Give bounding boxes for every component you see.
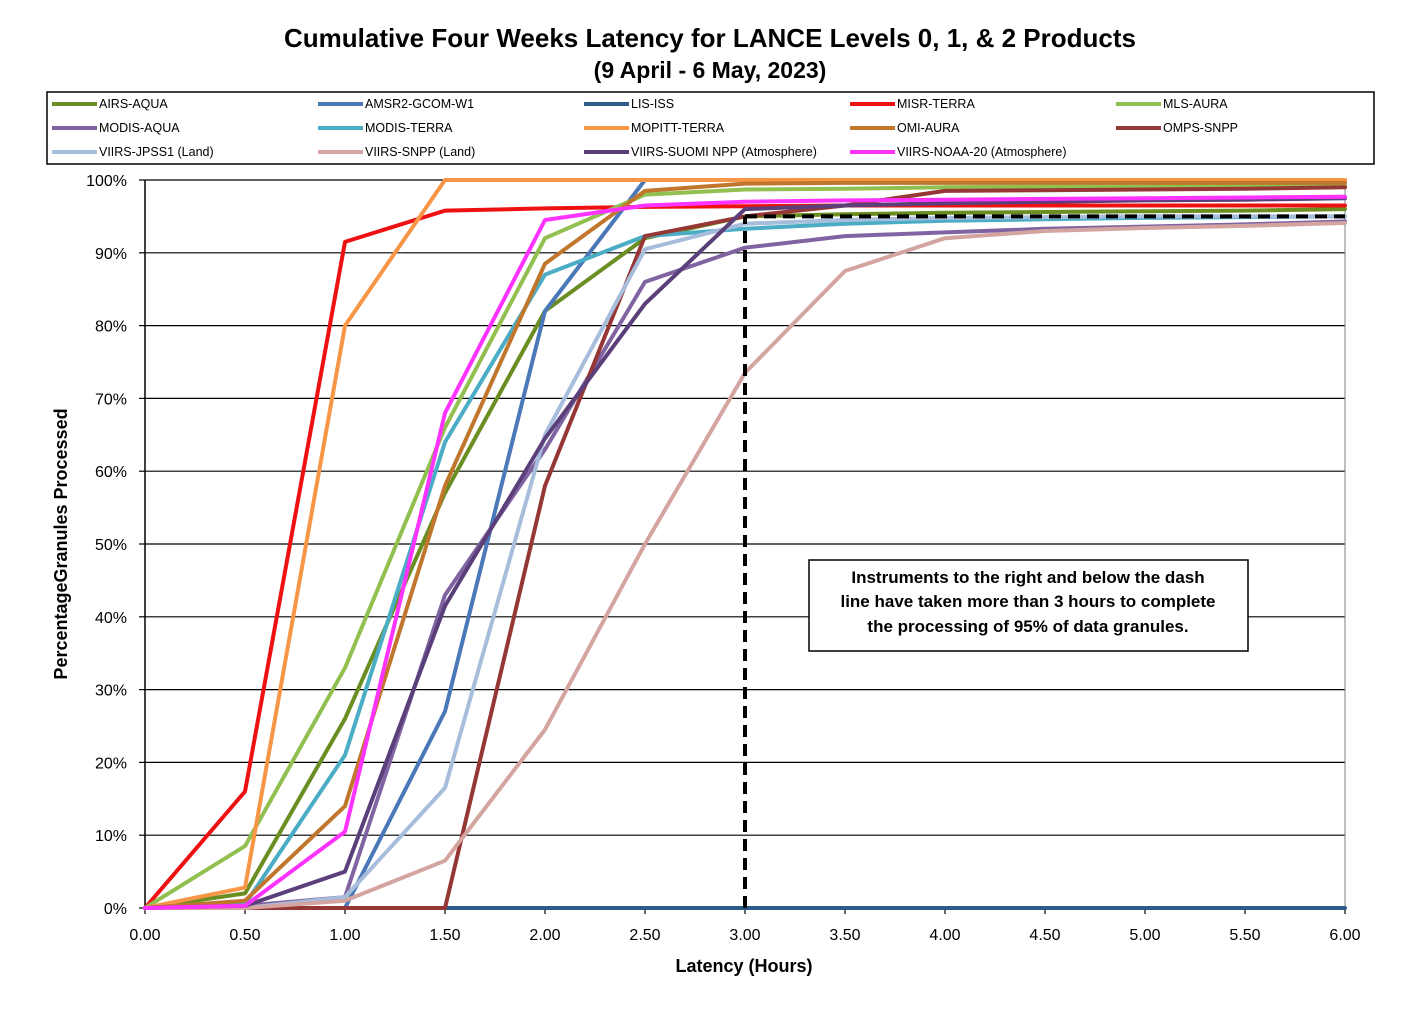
legend-item: OMI-AURA <box>850 121 960 135</box>
y-tick-label: 90% <box>95 246 127 263</box>
series-line-mopitt-terra <box>143 178 1347 910</box>
x-tick-label: 3.00 <box>729 927 760 944</box>
legend-label: OMPS-SNPP <box>1163 121 1238 135</box>
x-axis-label: Latency (Hours) <box>675 956 812 976</box>
annotation-box: Instruments to the right and below the d… <box>808 559 1249 652</box>
series-line-omi-aura <box>143 180 1347 910</box>
y-tick-label: 10% <box>95 828 127 845</box>
chart-series <box>143 178 1347 910</box>
series-line-viirs-noaa-20-atmosphere <box>143 194 1347 910</box>
y-tick-label: 70% <box>95 391 127 408</box>
x-tick-label: 2.00 <box>529 927 560 944</box>
y-axis-label: PercentageGranules Processed <box>51 408 71 679</box>
x-tick-label: 5.00 <box>1129 927 1160 944</box>
y-tick-label: 80% <box>95 319 127 336</box>
chart-subtitle: (9 April - 6 May, 2023) <box>594 57 827 83</box>
legend-label: AIRS-AQUA <box>99 97 168 111</box>
series-line-mls-aura <box>143 183 1347 910</box>
x-tick-label: 4.50 <box>1029 927 1060 944</box>
legend-label: VIIRS-NOAA-20 (Atmosphere) <box>897 145 1067 159</box>
annotation-line-3: the processing of 95% of data granules. <box>867 617 1188 636</box>
series-line-viirs-suomi-npp-atmosphere <box>143 196 1347 910</box>
legend-label: MODIS-TERRA <box>365 121 453 135</box>
legend-item: MODIS-TERRA <box>318 121 453 135</box>
legend-label: VIIRS-JPSS1 (Land) <box>99 145 214 159</box>
y-tick-label: 50% <box>95 537 127 554</box>
legend-label: VIIRS-SNPP (Land) <box>365 145 475 159</box>
legend-item: MODIS-AQUA <box>52 121 180 135</box>
x-tick-label: 6.00 <box>1329 927 1360 944</box>
legend-label: MISR-TERRA <box>897 97 975 111</box>
legend-label: MOPITT-TERRA <box>631 121 725 135</box>
legend-item: MISR-TERRA <box>850 97 975 111</box>
series-line-misr-terra <box>143 203 1347 910</box>
threshold-dash-line <box>743 214 1345 908</box>
legend-item: VIIRS-NOAA-20 (Atmosphere) <box>850 145 1067 159</box>
legend-label: OMI-AURA <box>897 121 960 135</box>
chart-legend: AIRS-AQUA AMSR2-GCOM-W1 LIS-ISS MISR-TERRA M… <box>46 91 1375 165</box>
chart-title: Cumulative Four Weeks Latency for LANCE … <box>284 23 1136 53</box>
x-tick-label: 3.50 <box>829 927 860 944</box>
legend-label: MODIS-AQUA <box>99 121 180 135</box>
annotation-line-1: Instruments to the right and below the d… <box>851 568 1204 587</box>
x-tick-label: 2.50 <box>629 927 660 944</box>
legend-label: VIIRS-SUOMI NPP (Atmosphere) <box>631 145 817 159</box>
chart-axes: 0% 10% 20% 30% 40% 50% 60% 70% 80% 90% 100% 0.00 0.5… <box>86 173 1361 944</box>
legend-item: LIS-ISS <box>584 97 674 111</box>
legend-item: MLS-AURA <box>1116 97 1228 111</box>
x-tick-label: 1.00 <box>329 927 360 944</box>
legend-label: MLS-AURA <box>1163 97 1228 111</box>
x-tick-label: 0.50 <box>229 927 260 944</box>
legend-item: VIIRS-SNPP (Land) <box>318 145 475 159</box>
y-tick-label: 40% <box>95 610 127 627</box>
y-tick-label: 20% <box>95 755 127 772</box>
x-tick-label: 4.00 <box>929 927 960 944</box>
x-tick-label: 5.50 <box>1229 927 1260 944</box>
annotation-frame <box>808 559 1249 652</box>
legend-item: AIRS-AQUA <box>52 97 168 111</box>
legend-label: LIS-ISS <box>631 97 674 111</box>
annotation-line-2: line have taken more than 3 hours to com… <box>840 592 1215 611</box>
legend-item: MOPITT-TERRA <box>584 121 725 135</box>
legend-label: AMSR2-GCOM-W1 <box>365 97 474 111</box>
y-tick-label: 100% <box>86 173 127 190</box>
legend-item: OMPS-SNPP <box>1116 121 1238 135</box>
y-tick-label: 60% <box>95 464 127 481</box>
x-tick-label: 1.50 <box>429 927 460 944</box>
legend-item: VIIRS-SUOMI NPP (Atmosphere) <box>584 145 817 159</box>
y-tick-label: 30% <box>95 683 127 700</box>
legend-item: VIIRS-JPSS1 (Land) <box>52 145 214 159</box>
y-tick-label: 0% <box>104 901 127 918</box>
x-tick-label: 0.00 <box>129 927 160 944</box>
legend-item: AMSR2-GCOM-W1 <box>318 97 474 111</box>
